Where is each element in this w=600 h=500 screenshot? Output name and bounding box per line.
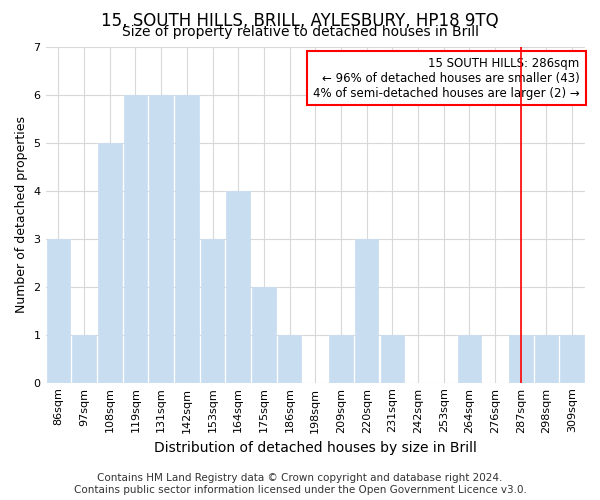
Text: Contains HM Land Registry data © Crown copyright and database right 2024.
Contai: Contains HM Land Registry data © Crown c… <box>74 474 526 495</box>
Bar <box>560 334 584 382</box>
Bar <box>380 334 404 382</box>
Text: Size of property relative to detached houses in Brill: Size of property relative to detached ho… <box>121 25 479 39</box>
Bar <box>458 334 481 382</box>
Bar <box>329 334 353 382</box>
X-axis label: Distribution of detached houses by size in Brill: Distribution of detached houses by size … <box>154 441 477 455</box>
Bar <box>509 334 533 382</box>
Bar <box>149 94 173 383</box>
Bar <box>175 94 199 383</box>
Bar <box>47 238 70 382</box>
Bar <box>278 334 301 382</box>
Bar <box>535 334 558 382</box>
Bar <box>72 334 96 382</box>
Text: 15 SOUTH HILLS: 286sqm
← 96% of detached houses are smaller (43)
4% of semi-deta: 15 SOUTH HILLS: 286sqm ← 96% of detached… <box>313 56 580 100</box>
Text: 15, SOUTH HILLS, BRILL, AYLESBURY, HP18 9TQ: 15, SOUTH HILLS, BRILL, AYLESBURY, HP18 … <box>101 12 499 30</box>
Bar <box>252 286 276 382</box>
Bar <box>201 238 224 382</box>
Bar <box>226 190 250 382</box>
Bar <box>124 94 147 383</box>
Bar <box>355 238 379 382</box>
Y-axis label: Number of detached properties: Number of detached properties <box>15 116 28 313</box>
Bar <box>98 142 122 382</box>
